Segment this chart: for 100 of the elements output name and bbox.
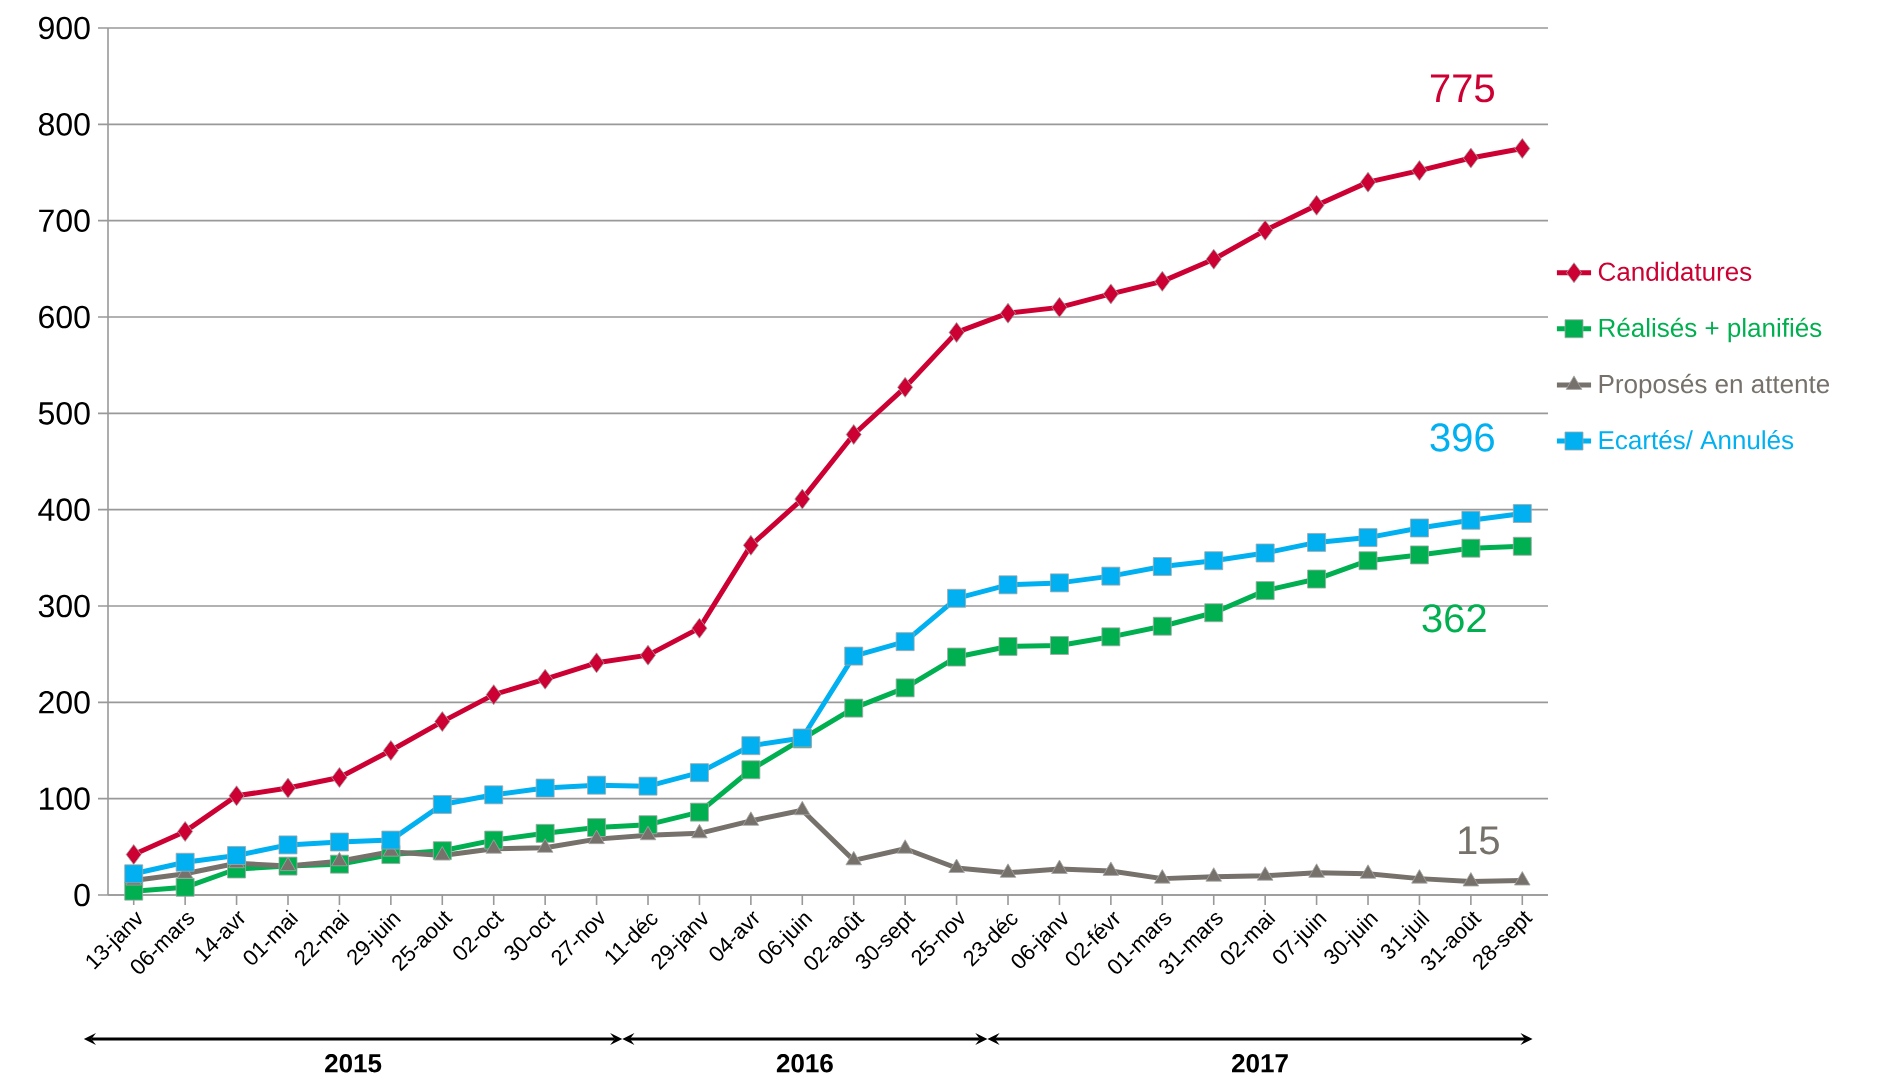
point: [1462, 147, 1479, 169]
point: [280, 777, 296, 799]
point: [1102, 283, 1119, 305]
point: [432, 795, 452, 814]
point: [1154, 869, 1171, 884]
point: [998, 575, 1018, 595]
point: [587, 775, 606, 795]
text: 2015: [325, 1054, 382, 1073]
point: [330, 832, 349, 852]
point: [998, 637, 1018, 656]
y-tick-label: 300: [38, 594, 90, 618]
point: [1410, 518, 1429, 538]
point: [1255, 581, 1275, 600]
point: [175, 877, 195, 897]
y-tick-label: 500: [38, 402, 90, 425]
point: [639, 825, 657, 841]
point: [690, 763, 709, 783]
point: [691, 617, 708, 639]
point: [844, 698, 864, 718]
point: [1514, 138, 1531, 159]
point: [175, 852, 195, 872]
point: [1360, 171, 1376, 193]
point: [1101, 566, 1121, 586]
point: [1204, 603, 1224, 623]
point: [794, 800, 811, 816]
point: [535, 823, 555, 843]
point: [1205, 248, 1222, 270]
point: [278, 835, 298, 855]
point: [1205, 867, 1222, 882]
point: [1308, 863, 1325, 878]
point: [691, 823, 708, 839]
point: [485, 684, 502, 706]
point: [1255, 543, 1275, 563]
point: [1256, 866, 1274, 881]
point: [947, 588, 966, 608]
point: [1411, 869, 1428, 884]
point: [1102, 861, 1120, 876]
point: [1101, 627, 1121, 647]
point: [1257, 219, 1274, 241]
y-tick-label: 400: [38, 498, 90, 521]
point: [331, 851, 348, 867]
point: [947, 647, 966, 667]
point: [896, 839, 914, 854]
point: [1152, 616, 1172, 636]
point: [1050, 636, 1069, 655]
point: [1462, 872, 1480, 887]
point: [1051, 859, 1068, 874]
data-label: 396: [1430, 423, 1494, 452]
data-label: 15: [1459, 826, 1499, 855]
y-tick-label: 0: [74, 883, 90, 907]
point: [227, 846, 246, 865]
point: [742, 534, 759, 556]
legend-label: Ecartés/ Annulés: [1599, 429, 1794, 450]
point: [794, 488, 811, 510]
point: [228, 785, 245, 807]
point: [1358, 528, 1378, 547]
point: [484, 785, 504, 805]
point: [588, 652, 605, 674]
point: [331, 767, 348, 788]
legend-label: Candidatures: [1598, 261, 1752, 281]
data-label: 775: [1430, 74, 1494, 103]
point: [1461, 510, 1481, 530]
point: [1050, 573, 1069, 593]
point: [1308, 194, 1325, 216]
legend-label: Réalisés + planifiés: [1599, 317, 1822, 343]
point: [536, 838, 554, 853]
point: [741, 736, 761, 756]
point: [1000, 302, 1016, 324]
point: [177, 821, 194, 842]
text: 2017: [1232, 1054, 1288, 1073]
y-tick-label: 800: [38, 113, 90, 136]
point: [845, 424, 862, 445]
point: [640, 644, 656, 666]
point: [948, 322, 965, 343]
point: [897, 376, 914, 398]
point: [1307, 569, 1326, 589]
point: [434, 846, 451, 861]
point: [382, 740, 399, 761]
point: [1359, 864, 1377, 879]
point: [1307, 533, 1326, 552]
point: [1358, 551, 1378, 571]
point: [1051, 296, 1068, 318]
point: [742, 811, 760, 826]
y-tick-label: 100: [39, 787, 90, 810]
point: [381, 830, 401, 850]
y-tick-label: 200: [39, 691, 90, 714]
point: [741, 760, 761, 780]
point: [1152, 557, 1172, 576]
point: [537, 668, 554, 690]
point: [948, 858, 965, 873]
point: [1461, 538, 1481, 558]
y-tick-label: 600: [39, 305, 90, 329]
point: [844, 646, 864, 666]
point: [485, 839, 502, 854]
point: [1411, 160, 1428, 181]
point: [690, 802, 709, 822]
text: 2016: [776, 1054, 833, 1073]
point: [1410, 545, 1429, 565]
y-tick-label: 900: [39, 16, 90, 40]
point: [1512, 504, 1532, 523]
